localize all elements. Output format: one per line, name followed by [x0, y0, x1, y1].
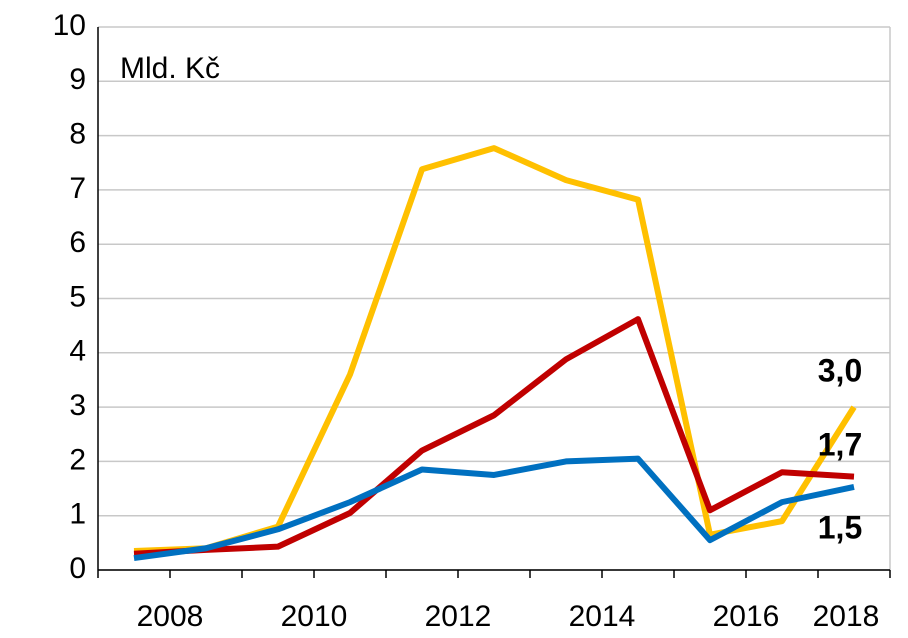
unit-annotation: Mld. Kč: [120, 52, 220, 85]
y-tick-label: 1: [69, 498, 86, 531]
value-label: 3,0: [818, 352, 862, 388]
x-tick-label: 2012: [425, 600, 492, 633]
x-tick-label: 2010: [281, 600, 348, 633]
y-tick-label: 2: [69, 443, 86, 476]
x-tick-label: 2016: [713, 600, 780, 633]
value-label: 1,5: [818, 509, 862, 545]
x-tick-label: 2018: [813, 600, 880, 633]
y-tick-label: 10: [53, 9, 86, 42]
y-tick-label: 6: [69, 226, 86, 259]
series-line: [133, 455, 855, 562]
y-tick-label: 9: [69, 63, 86, 96]
y-tick-label: 8: [69, 118, 86, 151]
y-tick-label: 0: [69, 552, 86, 585]
y-tick-label: 4: [69, 335, 86, 368]
x-tick-label: 2008: [137, 600, 204, 633]
y-tick-label: 7: [69, 172, 86, 205]
series-line: [133, 316, 855, 557]
y-tick-label: 3: [69, 389, 86, 422]
value-label: 1,7: [818, 426, 862, 462]
y-tick-label: 5: [69, 280, 86, 313]
x-tick-label: 2014: [569, 600, 636, 633]
